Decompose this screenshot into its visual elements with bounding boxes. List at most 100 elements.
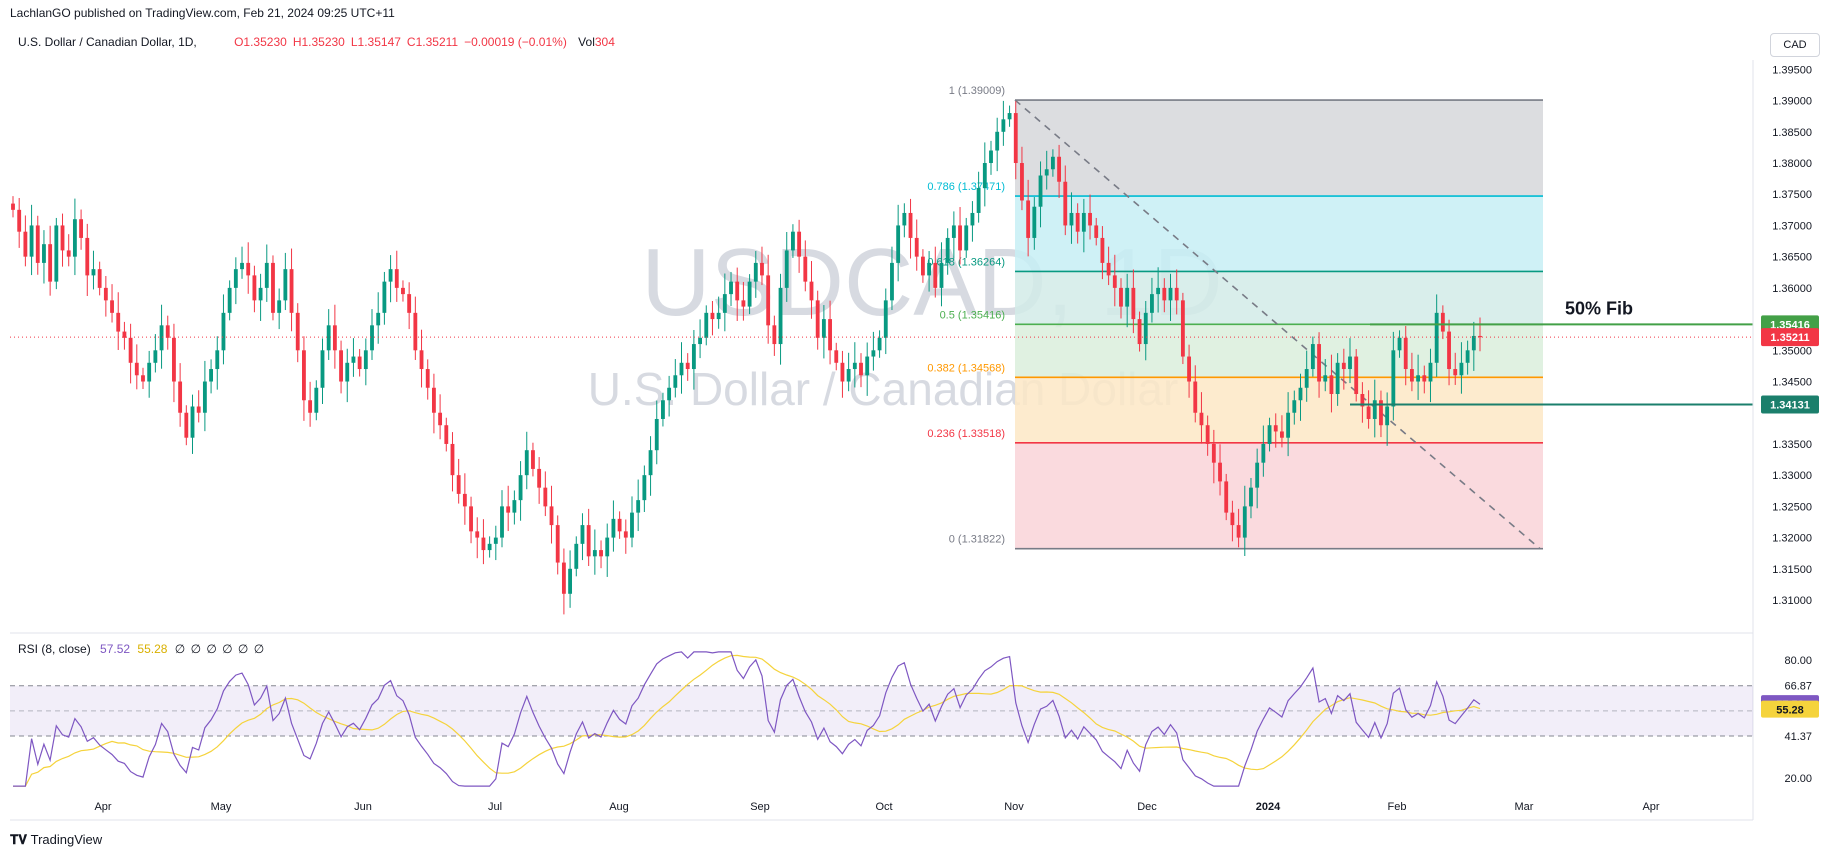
candle-body bbox=[716, 312, 721, 320]
candle-body bbox=[196, 406, 201, 413]
candle-body bbox=[493, 537, 498, 544]
candle-body bbox=[1249, 487, 1253, 507]
candle-body bbox=[1057, 156, 1062, 182]
candle-body bbox=[920, 256, 925, 276]
symbol-legend: U.S. Dollar / Canadian Dollar, 1D, O1.35… bbox=[18, 35, 615, 49]
candle-body bbox=[1428, 362, 1433, 382]
candle-body bbox=[271, 262, 275, 313]
candle-body bbox=[500, 506, 504, 538]
price-axis-tick: 1.37000 bbox=[1772, 220, 1812, 232]
candle-body bbox=[964, 225, 969, 251]
candle-body bbox=[17, 209, 22, 232]
candle-body bbox=[1354, 356, 1359, 395]
candle-body bbox=[376, 312, 381, 326]
candle-body bbox=[630, 512, 634, 538]
candle-body bbox=[438, 412, 443, 426]
candle-body bbox=[60, 225, 65, 251]
candle-body bbox=[617, 518, 622, 532]
fib-zone-0.236 bbox=[1015, 442, 1543, 549]
candle-body bbox=[1242, 506, 1247, 538]
candle-body bbox=[382, 281, 387, 313]
candle-body bbox=[116, 312, 121, 332]
candle-body bbox=[852, 362, 857, 370]
candle-body bbox=[1434, 312, 1439, 363]
ohlc-high: H1.35230 bbox=[292, 35, 345, 49]
tradingview-logo[interactable]: 𝐓𝐕 TradingView bbox=[10, 832, 102, 848]
time-axis-tick: Mar bbox=[1515, 801, 1534, 813]
candle-body bbox=[815, 300, 820, 338]
candle-body bbox=[91, 269, 96, 276]
candle-body bbox=[1199, 412, 1204, 426]
candle-body bbox=[636, 500, 641, 513]
candle-body bbox=[258, 287, 263, 301]
candle-body bbox=[704, 312, 709, 338]
candle-body bbox=[363, 350, 368, 370]
candle-body bbox=[821, 319, 826, 338]
candle-body bbox=[184, 412, 189, 438]
candle-body bbox=[308, 400, 313, 413]
candle-body bbox=[295, 312, 300, 351]
candle-body bbox=[122, 331, 127, 338]
candle-body bbox=[1230, 512, 1235, 526]
candle-body bbox=[865, 356, 870, 376]
rsi-axis-tick: 80.00 bbox=[1784, 655, 1812, 667]
rsi-value-badge-text: 57.52 bbox=[1776, 699, 1804, 711]
candle-body bbox=[35, 225, 40, 263]
candle-body bbox=[172, 337, 176, 382]
price-axis-tick: 1.34500 bbox=[1772, 377, 1812, 389]
candle-body bbox=[543, 487, 548, 507]
candle-body bbox=[425, 369, 430, 388]
price-axis-tick: 1.39000 bbox=[1772, 96, 1812, 108]
volume-label: Vol bbox=[578, 35, 595, 49]
candle-body bbox=[648, 450, 653, 476]
candle-body bbox=[370, 325, 374, 351]
price-axis-tick: 1.31500 bbox=[1772, 564, 1812, 576]
candle-body bbox=[1323, 375, 1328, 382]
candle-body bbox=[1150, 294, 1154, 313]
last-price-badge-text: 1.35211 bbox=[1770, 332, 1809, 344]
candle-body bbox=[481, 537, 486, 551]
candle-body bbox=[1094, 225, 1099, 238]
footer-brand: TradingView bbox=[30, 832, 103, 847]
candle-body bbox=[976, 187, 981, 213]
symbol-name[interactable]: U.S. Dollar / Canadian Dollar, 1D, bbox=[18, 35, 197, 49]
candle-body bbox=[1131, 287, 1136, 320]
candle-body bbox=[989, 150, 993, 164]
fib-zone-0.786 bbox=[1015, 196, 1543, 272]
candle-body bbox=[128, 337, 133, 363]
candle-body bbox=[469, 506, 473, 532]
candle-body bbox=[240, 262, 244, 270]
currency-button[interactable]: CAD bbox=[1770, 33, 1820, 57]
time-axis-tick: Aug bbox=[609, 801, 629, 813]
fib-label-0.236: 0.236 (1.33518) bbox=[927, 428, 1005, 440]
rsi-ma-badge bbox=[1761, 700, 1819, 718]
rsi-title[interactable]: RSI (8, close) bbox=[18, 642, 91, 656]
price-axis-tick: 1.32500 bbox=[1772, 501, 1812, 513]
candle-body bbox=[623, 531, 628, 538]
watermark-name: U.S. Dollar / Canadian Dollar bbox=[588, 363, 1179, 415]
candle-body bbox=[345, 362, 350, 382]
candle-body bbox=[277, 300, 282, 313]
candle-body bbox=[592, 550, 597, 557]
candle-body bbox=[741, 300, 746, 307]
candle-body bbox=[252, 275, 257, 301]
candle-body bbox=[883, 300, 888, 338]
candle-body bbox=[1409, 369, 1414, 382]
candle-body bbox=[1218, 462, 1222, 482]
candle-body bbox=[512, 500, 517, 513]
candle-body bbox=[1310, 344, 1315, 370]
candle-body bbox=[314, 387, 319, 413]
candle-body bbox=[729, 281, 733, 295]
watermark-ticker: USDCAD, 1D bbox=[641, 229, 1222, 336]
fib-zone-0.382 bbox=[1015, 377, 1543, 443]
candle-body bbox=[1304, 369, 1309, 388]
price-badge-0 bbox=[1761, 315, 1819, 334]
candle-body bbox=[85, 237, 90, 276]
candle-body bbox=[1329, 375, 1334, 395]
price-axis-tick: 1.35000 bbox=[1772, 345, 1812, 357]
candle-body bbox=[456, 475, 461, 494]
fib-label-0.618: 0.618 (1.36264) bbox=[927, 256, 1005, 268]
candle-body bbox=[549, 506, 554, 526]
candle-body bbox=[165, 325, 170, 338]
